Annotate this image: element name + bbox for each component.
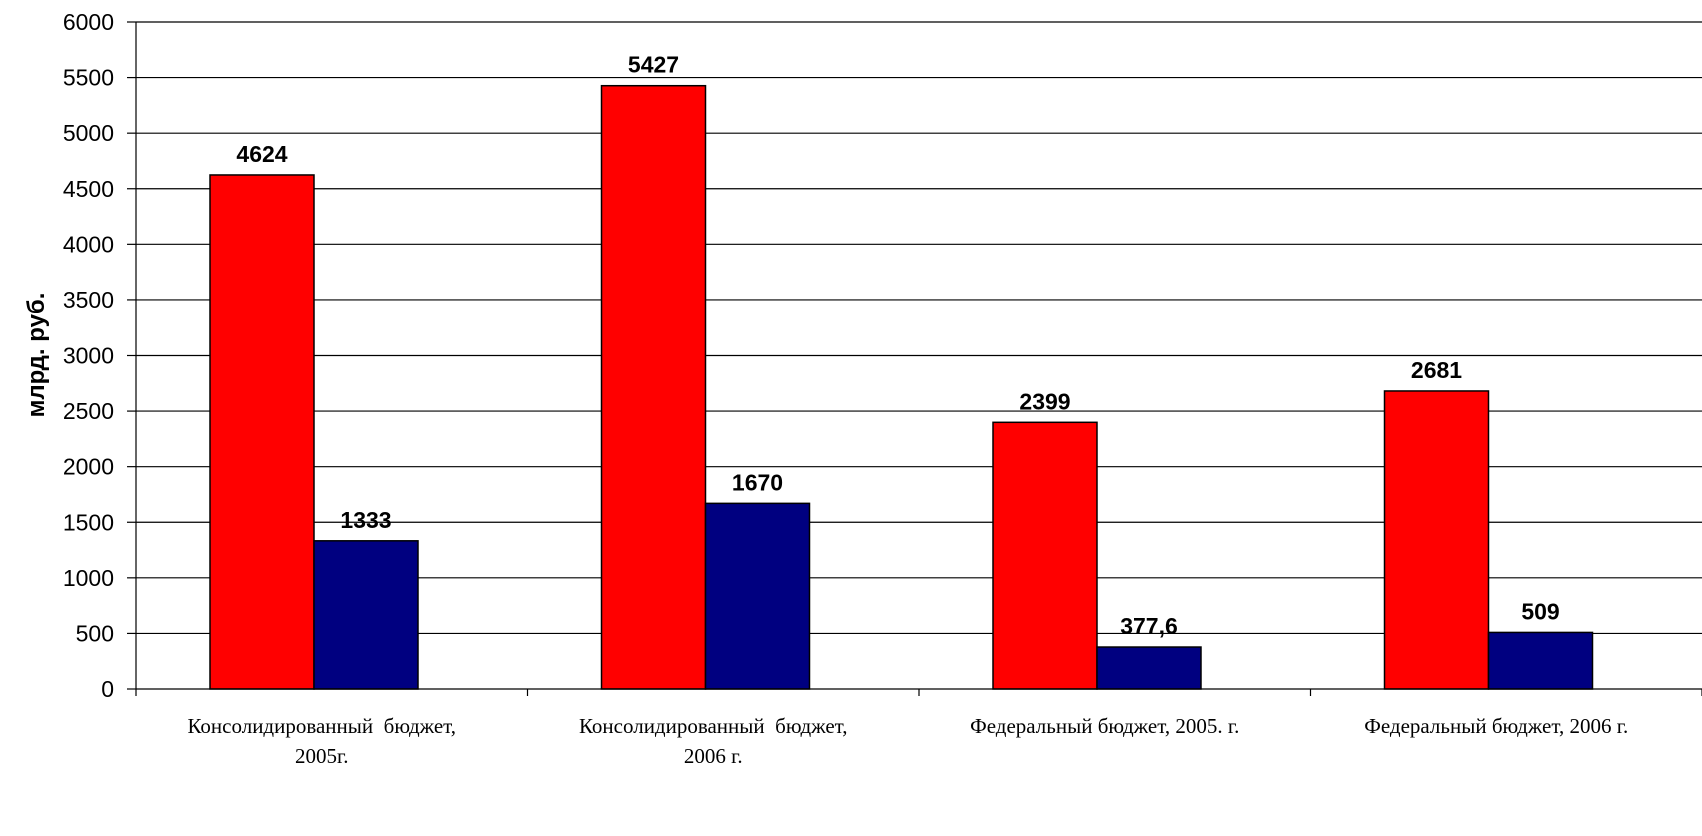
- data-label: 1670: [732, 469, 783, 495]
- bar: [704, 502, 811, 690]
- data-label: 5427: [628, 52, 679, 78]
- data-label: 1333: [340, 507, 391, 533]
- bar: [992, 421, 1098, 690]
- y-tick-label: 3000: [63, 343, 114, 369]
- x-category-label: 2006 г.: [684, 744, 743, 768]
- y-tick-label: 4500: [63, 176, 114, 202]
- bar: [1383, 390, 1490, 690]
- bars: [209, 84, 1594, 690]
- bar: [600, 84, 707, 690]
- y-tick-label: 6000: [63, 9, 114, 35]
- data-label: 4624: [236, 141, 287, 167]
- y-tick-label: 5000: [63, 120, 114, 146]
- x-category-label: Консолидированный бюджет,: [187, 714, 456, 738]
- bar: [1487, 631, 1594, 690]
- data-label: 509: [1521, 598, 1559, 624]
- y-tick-label: 0: [101, 676, 114, 702]
- y-tick-label: 2500: [63, 398, 114, 424]
- y-tick-label: 500: [76, 620, 114, 646]
- y-tick-label: 3500: [63, 287, 114, 313]
- x-category-label: Консолидированный бюджет,: [579, 714, 848, 738]
- y-tick-label: 2000: [63, 454, 114, 480]
- y-tick-label: 5500: [63, 65, 114, 91]
- y-tick-label: 1000: [63, 565, 114, 591]
- y-tick-label: 1500: [63, 509, 114, 535]
- data-label: 377,6: [1120, 613, 1178, 639]
- x-category-label: Федеральный бюджет, 2006 г.: [1364, 714, 1628, 738]
- x-category-label: Федеральный бюджет, 2005. г.: [970, 714, 1239, 738]
- bar: [1096, 646, 1202, 690]
- labels: 0 500 1000 1500 2000 2500 3000 3500 4000 4500 5000…: [63, 9, 1628, 768]
- bar: [313, 540, 419, 690]
- data-label: 2681: [1411, 357, 1462, 383]
- y-axis-title: млрд. руб.: [23, 293, 50, 418]
- bar: [209, 174, 315, 690]
- axes: [127, 21, 1702, 696]
- x-category-label: 2005г.: [295, 744, 349, 768]
- data-label: 2399: [1019, 388, 1070, 414]
- y-tick-label: 4000: [63, 231, 114, 257]
